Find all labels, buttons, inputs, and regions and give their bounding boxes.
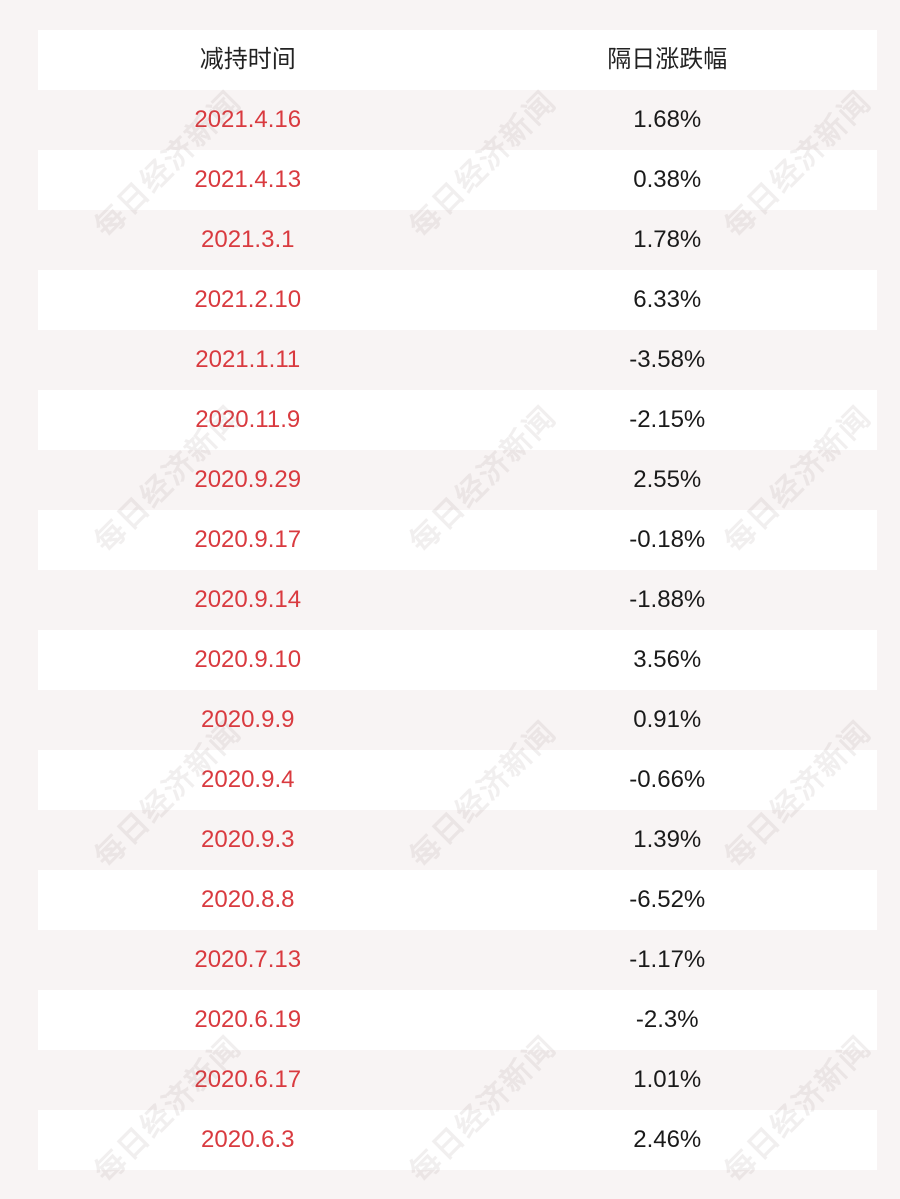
row-change: -0.18% xyxy=(629,526,706,553)
table-row: 2021.3.1 1.78% xyxy=(38,210,877,270)
table-row: 2020.7.13 -1.17% xyxy=(38,930,877,990)
row-date: 2020.9.17 xyxy=(194,526,302,553)
row-date: 2020.9.29 xyxy=(194,466,302,493)
row-date: 2020.6.19 xyxy=(194,1006,302,1033)
table-row: 2020.11.9 -2.15% xyxy=(38,390,877,450)
row-change: 1.68% xyxy=(633,106,702,133)
row-change: 1.39% xyxy=(633,826,702,853)
table-row: 2021.4.13 0.38% xyxy=(38,150,877,210)
row-change: 1.78% xyxy=(633,226,702,253)
row-date: 2020.11.9 xyxy=(195,406,301,433)
row-date: 2021.1.11 xyxy=(195,346,301,373)
row-change: 3.56% xyxy=(633,646,702,673)
row-change: 0.91% xyxy=(633,706,702,733)
table-row: 2020.6.19 -2.3% xyxy=(38,990,877,1050)
row-change: 2.55% xyxy=(633,466,702,493)
row-date: 2020.9.3 xyxy=(201,826,295,853)
table-row: 2020.9.29 2.55% xyxy=(38,450,877,510)
row-change: 1.01% xyxy=(633,1066,702,1093)
reduction-table: 减持时间 隔日涨跌幅 2021.4.16 1.68% 2021.4.13 0.3… xyxy=(38,30,877,1170)
row-change: -1.88% xyxy=(629,586,706,613)
row-change: -3.58% xyxy=(629,346,706,373)
table-row: 2020.9.10 3.56% xyxy=(38,630,877,690)
row-change: -1.17% xyxy=(629,946,706,973)
table-row: 2020.9.3 1.39% xyxy=(38,810,877,870)
table-row: 2020.9.14 -1.88% xyxy=(38,570,877,630)
row-date: 2020.9.4 xyxy=(201,766,295,793)
row-date: 2020.8.8 xyxy=(201,886,295,913)
table-row: 2020.6.17 1.01% xyxy=(38,1050,877,1110)
header-date: 减持时间 xyxy=(199,46,296,73)
table-header: 减持时间 隔日涨跌幅 xyxy=(38,30,877,90)
row-date: 2021.2.10 xyxy=(194,286,302,313)
row-date: 2021.4.13 xyxy=(194,166,302,193)
row-change: -0.66% xyxy=(629,766,706,793)
row-change: -2.3% xyxy=(635,1006,699,1033)
row-change: 0.38% xyxy=(633,166,702,193)
table-row: 2021.4.16 1.68% xyxy=(38,90,877,150)
row-date: 2020.9.10 xyxy=(194,646,302,673)
table-row: 2021.2.10 6.33% xyxy=(38,270,877,330)
table-row: 2020.8.8 -6.52% xyxy=(38,870,877,930)
row-change: -2.15% xyxy=(629,406,706,433)
row-date: 2020.9.9 xyxy=(201,706,295,733)
row-date: 2020.6.3 xyxy=(201,1126,295,1153)
table-row: 2021.1.11 -3.58% xyxy=(38,330,877,390)
row-date: 2020.6.17 xyxy=(194,1066,302,1093)
table-row: 2020.9.17 -0.18% xyxy=(38,510,877,570)
row-date: 2020.9.14 xyxy=(194,586,302,613)
header-change: 隔日涨跌幅 xyxy=(607,46,728,73)
row-date: 2020.7.13 xyxy=(194,946,302,973)
table-row: 2020.6.3 2.46% xyxy=(38,1110,877,1170)
row-date: 2021.3.1 xyxy=(201,226,295,253)
table-row: 2020.9.9 0.91% xyxy=(38,690,877,750)
row-date: 2021.4.16 xyxy=(194,106,302,133)
row-change: 6.33% xyxy=(633,286,702,313)
row-change: 2.46% xyxy=(633,1126,702,1153)
table-row: 2020.9.4 -0.66% xyxy=(38,750,877,810)
row-change: -6.52% xyxy=(629,886,706,913)
